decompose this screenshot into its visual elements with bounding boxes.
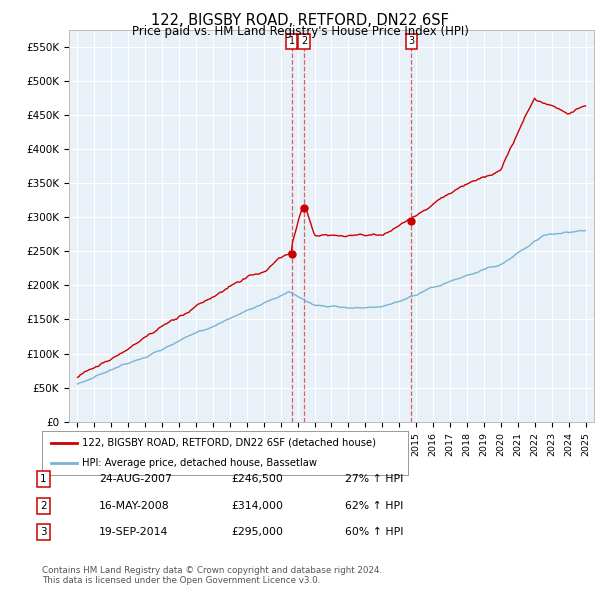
Text: 16-MAY-2008: 16-MAY-2008	[99, 501, 170, 510]
Text: 122, BIGSBY ROAD, RETFORD, DN22 6SF: 122, BIGSBY ROAD, RETFORD, DN22 6SF	[151, 13, 449, 28]
Text: 27% ↑ HPI: 27% ↑ HPI	[345, 474, 403, 484]
Text: £295,000: £295,000	[231, 527, 283, 537]
Text: 3: 3	[409, 36, 415, 46]
Text: 122, BIGSBY ROAD, RETFORD, DN22 6SF (detached house): 122, BIGSBY ROAD, RETFORD, DN22 6SF (det…	[82, 438, 376, 448]
Text: Price paid vs. HM Land Registry's House Price Index (HPI): Price paid vs. HM Land Registry's House …	[131, 25, 469, 38]
Text: £314,000: £314,000	[231, 501, 283, 510]
Text: Contains HM Land Registry data © Crown copyright and database right 2024.
This d: Contains HM Land Registry data © Crown c…	[42, 566, 382, 585]
Text: 19-SEP-2014: 19-SEP-2014	[99, 527, 169, 537]
Text: 62% ↑ HPI: 62% ↑ HPI	[345, 501, 403, 510]
Text: 3: 3	[40, 527, 47, 537]
Text: 60% ↑ HPI: 60% ↑ HPI	[345, 527, 404, 537]
Text: 2: 2	[301, 36, 307, 46]
Text: 1: 1	[40, 474, 47, 484]
Text: HPI: Average price, detached house, Bassetlaw: HPI: Average price, detached house, Bass…	[82, 458, 317, 468]
Text: 1: 1	[289, 36, 295, 46]
Text: £246,500: £246,500	[231, 474, 283, 484]
Text: 2: 2	[40, 501, 47, 510]
Text: 24-AUG-2007: 24-AUG-2007	[99, 474, 172, 484]
